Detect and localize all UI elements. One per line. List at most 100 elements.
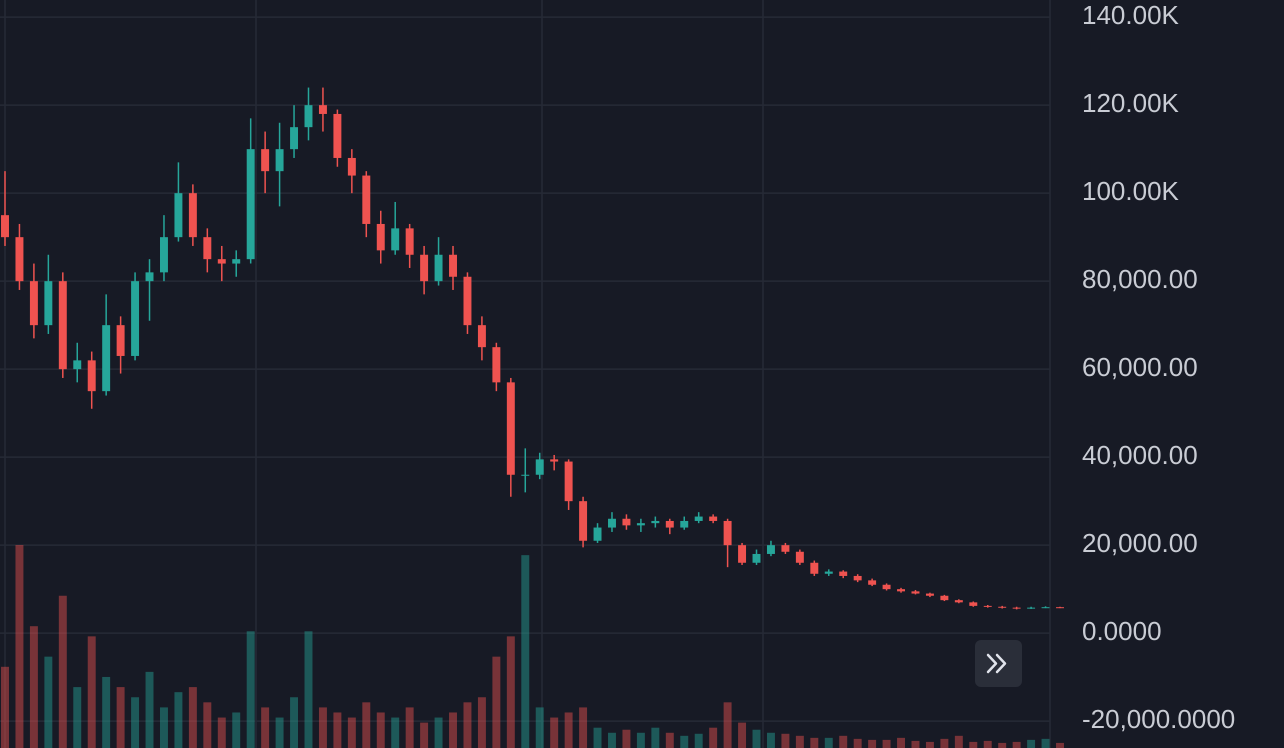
- volume-bar: [232, 712, 241, 748]
- volume-bar: [839, 735, 848, 748]
- volume-bar: [376, 712, 385, 748]
- y-tick-label: 100.00K: [1082, 176, 1180, 206]
- volume-bar: [217, 717, 226, 748]
- volume-bar: [521, 555, 530, 748]
- volume-bar: [795, 735, 804, 748]
- volume-bar: [145, 671, 154, 748]
- volume-bar: [131, 697, 140, 748]
- volume-bar: [940, 738, 949, 748]
- scroll-to-latest-button[interactable]: [975, 640, 1022, 687]
- volume-bar: [665, 732, 674, 748]
- candle-body: [174, 193, 183, 238]
- candle-body: [29, 281, 38, 326]
- volume-bar: [362, 702, 371, 748]
- candle-body: [651, 520, 660, 524]
- candle-body: [766, 545, 775, 554]
- volume-bar: [203, 702, 212, 748]
- candle-body: [622, 518, 631, 526]
- button-background[interactable]: [975, 640, 1022, 687]
- candle-body: [347, 157, 356, 176]
- candle-body: [405, 228, 414, 255]
- volume-bar: [159, 707, 168, 748]
- candle-body: [897, 589, 906, 592]
- volume-bar: [694, 733, 703, 748]
- candle-body: [738, 545, 747, 563]
- volume-bar: [174, 692, 183, 748]
- candle-body: [940, 595, 949, 601]
- volume-bar: [29, 626, 38, 748]
- volume-bar: [564, 712, 573, 748]
- double-chevron-icon[interactable]: [986, 653, 1007, 674]
- volume-bar: [275, 717, 284, 748]
- candle-body: [261, 149, 270, 172]
- candle-body: [1027, 607, 1036, 609]
- candle-body: [911, 591, 920, 594]
- volume-bar: [636, 732, 645, 748]
- candle-body: [1041, 607, 1050, 609]
- y-tick-label: 60,000.00: [1082, 352, 1198, 382]
- candle-body: [159, 237, 168, 273]
- volume-bar: [593, 727, 602, 748]
- candle-body: [882, 584, 891, 590]
- candle-body: [1, 215, 9, 238]
- candle-layer: [1, 87, 1064, 610]
- volume-bar: [1027, 739, 1036, 748]
- candle-body: [550, 459, 559, 462]
- candle-body: [73, 360, 82, 370]
- candle-body: [87, 360, 96, 392]
- volume-bar: [73, 687, 82, 748]
- volume-bar: [87, 636, 96, 748]
- candle-body: [58, 281, 67, 370]
- candle-body: [636, 523, 645, 526]
- volume-bar: [463, 702, 472, 748]
- volume-bar: [824, 737, 833, 748]
- volume-bar: [766, 732, 775, 748]
- y-tick-label: 80,000.00: [1082, 264, 1198, 294]
- candle-body: [506, 382, 515, 475]
- candle-body: [477, 325, 486, 348]
- candle-body: [579, 501, 588, 541]
- volume-bar: [58, 595, 67, 748]
- candle-body: [362, 175, 371, 224]
- volume-bar: [333, 712, 342, 748]
- candle-body: [665, 520, 674, 528]
- volume-bar: [1041, 738, 1050, 748]
- volume-bar: [449, 712, 457, 748]
- y-tick-label: -20,000.0000: [1082, 704, 1235, 734]
- price-axis: -20,000.0000 0.0000 20,000.00 40,000.00 60,0…: [1082, 0, 1235, 734]
- candle-body: [853, 575, 862, 581]
- volume-bar: [15, 545, 24, 748]
- candle-body: [535, 459, 544, 475]
- candle-body: [304, 105, 313, 128]
- volume-bar: [868, 739, 877, 748]
- volume-bar: [911, 740, 920, 748]
- volume-bar: [102, 676, 111, 748]
- volume-bar: [347, 717, 356, 748]
- candle-body: [188, 193, 197, 238]
- volume-bar: [304, 631, 313, 748]
- candle-body: [1056, 607, 1064, 609]
- candle-body: [824, 571, 833, 574]
- volume-bar: [622, 729, 631, 748]
- volume-bar: [477, 697, 486, 748]
- candle-body: [463, 276, 472, 326]
- volume-bar: [853, 738, 862, 748]
- candle-body: [1012, 607, 1021, 609]
- volume-layer: [1, 545, 1064, 748]
- volume-bar: [781, 733, 790, 748]
- volume-bar: [1012, 741, 1021, 748]
- volume-bar: [492, 656, 501, 748]
- candle-body: [969, 602, 978, 606]
- volume-bar: [318, 707, 327, 748]
- candle-body: [290, 127, 299, 150]
- volume-bar: [550, 717, 559, 748]
- volume-bar: [44, 656, 53, 748]
- candle-body: [246, 149, 255, 260]
- volume-bar: [506, 636, 515, 748]
- volume-bar: [1, 666, 9, 748]
- volume-bar: [188, 687, 197, 748]
- candle-body: [608, 518, 616, 528]
- volume-bar: [290, 697, 299, 748]
- candle-body: [998, 606, 1007, 608]
